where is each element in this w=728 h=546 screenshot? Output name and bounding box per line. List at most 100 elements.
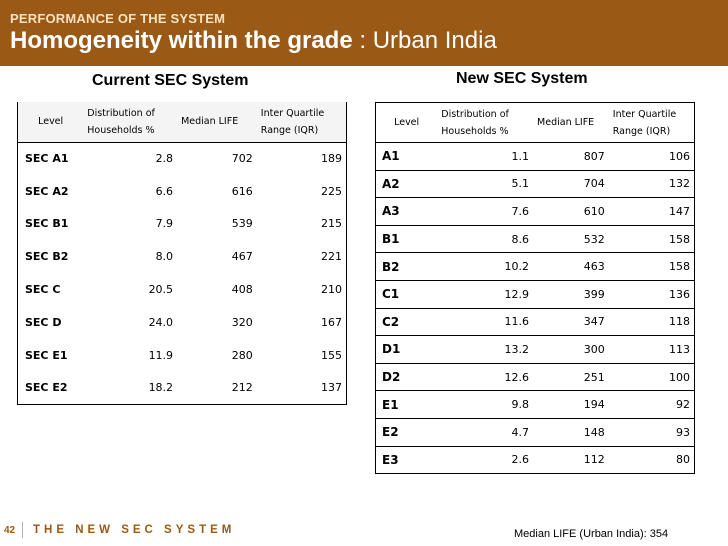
new-cell-iqr: 106	[669, 149, 690, 163]
new-cell-level: A1	[382, 149, 400, 164]
new-cell-level: C1	[382, 287, 400, 302]
current-cell-dist: 7.9	[155, 217, 174, 231]
new-system-heading: New SEC System	[456, 70, 588, 87]
new-cell-iqr: 113	[669, 342, 690, 356]
new-cell-level: A2	[382, 176, 400, 191]
new-table-row: B2 10.2 463 158	[375, 253, 695, 281]
new-table-row: E1 9.8 194 92	[375, 391, 695, 419]
new-col-iqr-line1: Inter Quartile	[612, 108, 677, 120]
current-cell-level: SEC E1	[25, 348, 68, 362]
new-cell-level: A3	[382, 204, 400, 219]
new-cell-iqr: 118	[669, 315, 690, 329]
new-table-row: B1 8.6 532 158	[375, 225, 695, 253]
new-cell-level: C2	[382, 314, 400, 329]
page-title: Homogeneity within the grade : Urban Ind…	[10, 27, 497, 55]
current-cell-iqr: 221	[321, 250, 342, 264]
new-col-iqr-line2: Range (IQR)	[612, 125, 671, 137]
new-cell-iqr: 158	[669, 260, 690, 274]
current-table-row: SEC C 20.5 408 210	[18, 273, 347, 306]
new-cell-level: B1	[382, 232, 400, 247]
new-table-row: A1 1.1 807 106	[375, 143, 695, 171]
current-cell-dist: 18.2	[148, 381, 174, 395]
current-cell-iqr: 137	[321, 381, 342, 395]
current-table-row: SEC B1 7.9 539 215	[18, 208, 347, 241]
current-cell-median: 702	[231, 152, 253, 166]
new-col-median: Median LIFE	[537, 117, 595, 128]
current-cell-dist: 20.5	[148, 283, 174, 297]
current-cell-dist: 11.9	[148, 348, 174, 362]
new-cell-median: 704	[583, 177, 605, 191]
new-col-distribution-line2: Households %	[441, 125, 509, 137]
new-table-row: D1 13.2 300 113	[375, 336, 695, 364]
page-number: 42	[4, 525, 16, 536]
new-cell-iqr: 80	[676, 453, 690, 467]
current-cell-dist: 8.0	[155, 250, 174, 264]
current-col-distribution-line1: Distribution of	[87, 107, 155, 119]
new-cell-level: D2	[382, 370, 401, 385]
section-kicker: PERFORMANCE OF THE SYSTEM	[10, 11, 226, 26]
current-cell-median: 212	[231, 381, 253, 395]
page-title-bold: Homogeneity within the grade	[10, 27, 353, 54]
new-cell-dist: 1.1	[511, 149, 530, 163]
current-col-distribution-line2: Households %	[87, 124, 155, 136]
current-col-iqr-line1: Inter Quartile	[260, 107, 325, 119]
new-cell-dist: 12.6	[504, 370, 530, 384]
current-cell-iqr: 167	[321, 315, 342, 329]
new-cell-median: 300	[583, 342, 605, 356]
current-cell-median: 280	[231, 348, 253, 362]
current-cell-median: 320	[231, 315, 253, 329]
current-table-row: SEC A1 2.8 702 189	[18, 142, 347, 175]
new-cell-median: 610	[583, 204, 605, 218]
new-cell-median: 347	[583, 315, 605, 329]
new-cell-iqr: 158	[669, 232, 690, 246]
current-cell-iqr: 225	[321, 184, 342, 198]
new-cell-median: 399	[583, 287, 605, 301]
current-cell-level: SEC B1	[25, 217, 69, 231]
current-table-header-row: Level Distribution of Households % Median…	[17, 102, 347, 142]
current-cell-dist: 24.0	[148, 315, 174, 329]
new-cell-dist: 4.7	[511, 425, 530, 439]
new-col-iqr: Inter Quartile Range (IQR)	[609, 103, 695, 143]
current-table-row: SEC E1 11.9 280 155	[18, 339, 347, 372]
new-cell-median: 112	[583, 453, 605, 467]
new-cell-level: E1	[382, 397, 399, 412]
current-cell-iqr: 189	[321, 152, 342, 166]
new-table-header-row: Level Distribution of Households % Median…	[375, 103, 695, 143]
current-cell-level: SEC A2	[25, 184, 69, 198]
new-table-row: E2 4.7 148 93	[375, 418, 695, 447]
new-cell-iqr: 100	[669, 370, 690, 384]
current-cell-level: SEC C	[25, 283, 61, 297]
new-cell-median: 463	[583, 260, 605, 274]
current-table-row: SEC E2 18.2 212 137	[18, 372, 347, 405]
new-cell-iqr: 132	[669, 177, 690, 191]
new-col-distribution: Distribution of Households %	[437, 103, 533, 143]
new-cell-median: 148	[583, 425, 605, 439]
page-title-rest: : Urban India	[352, 27, 497, 54]
current-table-row: SEC D 24.0 320 167	[18, 306, 347, 339]
new-cell-dist: 13.2	[504, 342, 530, 356]
new-cell-dist: 10.2	[504, 260, 530, 274]
new-cell-dist: 5.1	[511, 177, 530, 191]
current-sec-table: Level Distribution of Households % Median…	[17, 102, 347, 405]
new-cell-iqr: 93	[676, 425, 690, 439]
new-cell-level: B2	[382, 259, 400, 274]
new-cell-dist: 12.9	[504, 287, 530, 301]
current-cell-median: 467	[231, 250, 253, 264]
current-cell-level: SEC D	[25, 315, 62, 329]
current-cell-iqr: 215	[321, 217, 342, 231]
new-cell-level: E3	[382, 452, 399, 467]
new-cell-dist: 11.6	[504, 315, 530, 329]
median-life-note: Median LIFE (Urban India): 354	[514, 528, 669, 540]
title-banner: PERFORMANCE OF THE SYSTEM Homogeneity wi…	[0, 0, 728, 66]
current-cell-median: 408	[231, 283, 253, 297]
new-table-row: D2 12.6 251 100	[375, 363, 695, 391]
current-cell-dist: 6.6	[155, 184, 174, 198]
current-cell-level: SEC E2	[25, 381, 68, 395]
new-table-row: A3 7.6 610 147	[375, 198, 695, 226]
new-cell-iqr: 136	[669, 287, 690, 301]
new-cell-level: E2	[382, 425, 399, 440]
new-sec-table: Level Distribution of Households % Median…	[375, 102, 695, 475]
current-col-level: Level	[38, 116, 64, 128]
current-col-median: Median LIFE	[181, 116, 239, 128]
new-table-row: C2 11.6 347 118	[375, 308, 695, 336]
